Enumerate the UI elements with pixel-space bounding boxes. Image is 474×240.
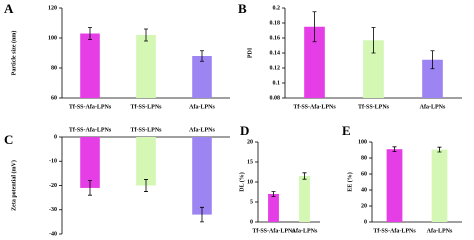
bar: [431, 149, 448, 222]
y-tick-label: 40: [361, 187, 367, 193]
y-tick-label: 100: [358, 139, 367, 145]
bar: [80, 33, 100, 98]
bar: [304, 26, 325, 98]
x-tick-label: Tf-SS-LPNs: [130, 127, 162, 133]
error-bar: [88, 27, 92, 40]
panel-letter: B: [238, 1, 247, 16]
y-tick-label: 10: [247, 179, 253, 185]
y-tick-label: 20: [361, 203, 367, 209]
panel-letter: D: [240, 123, 249, 138]
error-bar: [371, 27, 376, 54]
y-tick-label: 0: [54, 134, 57, 140]
panel-letter: A: [4, 1, 14, 16]
y-tick-label: 15: [247, 159, 253, 165]
x-tick-label: Tf-SS-Afa-LPNs: [69, 104, 112, 110]
x-tick-label: Tf-SS-Afa-LPNs: [293, 104, 336, 110]
x-tick-label: Afa-LPNs: [189, 104, 215, 110]
panel-letter: E: [342, 123, 351, 138]
y-tick-label: -20: [49, 183, 57, 189]
y-tick-label: 0.14: [270, 50, 281, 56]
error-bar: [144, 28, 148, 42]
bar: [363, 40, 384, 98]
bar: [386, 149, 403, 222]
error-bar: [271, 191, 276, 197]
bar: [136, 35, 156, 98]
x-tick-label: Tf-SS-Afa-LPNs: [252, 228, 295, 234]
y-axis-label: EE (%): [346, 172, 353, 192]
panel-letter: C: [4, 132, 13, 147]
y-tick-label: 0.16: [270, 35, 281, 41]
y-tick-label: 100: [48, 35, 57, 41]
y-tick-label: 120: [48, 5, 57, 11]
bar: [422, 59, 443, 98]
error-bar: [312, 11, 317, 43]
error-bar: [200, 50, 204, 62]
x-tick-label: Tf-SS-Afa-LPNs: [373, 228, 416, 234]
x-tick-label: Tf-SS-LPNs: [130, 104, 162, 110]
y-tick-label: -40: [49, 231, 57, 237]
y-tick-label: 60: [51, 95, 57, 101]
y-tick-label: 0.18: [270, 20, 281, 26]
x-tick-label: Afa-LPNs: [189, 127, 215, 133]
error-bar: [302, 172, 307, 180]
y-tick-label: 0.12: [270, 65, 281, 71]
y-tick-label: -30: [49, 207, 57, 213]
y-tick-label: 20: [247, 139, 253, 145]
bar: [192, 56, 212, 98]
y-tick-label: 0.08: [270, 95, 281, 101]
y-tick-label: 60: [361, 171, 367, 177]
error-bar: [392, 146, 397, 152]
x-tick-label: Afa-LPNs: [420, 104, 446, 110]
bar: [80, 137, 100, 188]
y-axis-label: Zeta potential (mV): [10, 160, 17, 211]
error-bar: [144, 179, 148, 192]
error-bar: [430, 50, 435, 70]
y-tick-label: 80: [51, 65, 57, 71]
x-tick-label: Afa-LPNs: [292, 228, 318, 234]
error-bar: [200, 206, 204, 223]
bar: [299, 176, 310, 222]
x-tick-label: Tf-SS-LPNs: [358, 104, 390, 110]
y-axis-label: PDI: [247, 47, 253, 58]
bar: [192, 137, 212, 215]
y-tick-label: 80: [361, 155, 367, 161]
x-tick-label: Afa-LPNs: [427, 228, 453, 234]
y-tick-label: -10: [49, 159, 57, 165]
x-tick-label: Tf-SS-Afa-LPNs: [69, 127, 112, 133]
y-tick-label: 0.1: [273, 80, 281, 86]
bar: [268, 194, 279, 222]
y-axis-label: Particle size (nm): [10, 31, 17, 76]
y-tick-label: 0.2: [273, 5, 281, 11]
error-bar: [437, 146, 442, 153]
y-axis-label: DL (%): [238, 172, 245, 192]
error-bar: [88, 180, 92, 196]
bar: [136, 137, 156, 186]
y-tick-label: 0: [364, 219, 367, 225]
y-tick-label: 0: [250, 219, 253, 225]
y-tick-label: 5: [250, 199, 253, 205]
